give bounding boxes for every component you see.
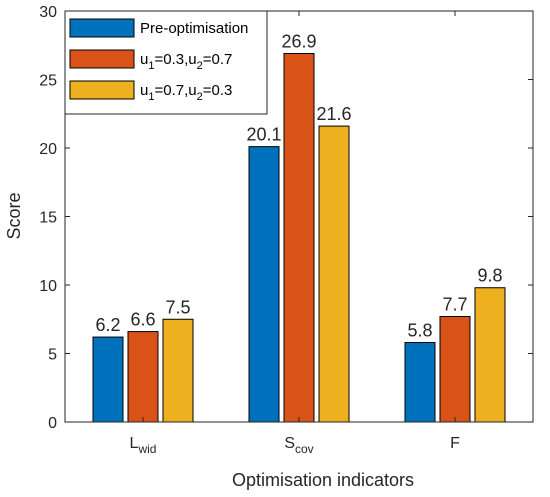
y-tick-label: 5 bbox=[48, 347, 57, 364]
bar bbox=[92, 336, 124, 423]
y-axis-ticks: 0 5 10 15 20 25 30 bbox=[39, 4, 533, 432]
bar-value-label: 21.6 bbox=[316, 104, 351, 124]
y-tick-label: 0 bbox=[48, 415, 57, 432]
bar bbox=[474, 287, 506, 423]
legend-swatch bbox=[69, 49, 135, 69]
bar-value-label: 6.2 bbox=[95, 315, 120, 335]
bar bbox=[318, 125, 350, 423]
bars-layer bbox=[92, 52, 506, 423]
bar bbox=[248, 146, 280, 423]
bar bbox=[162, 318, 194, 423]
y-axis-title: Score bbox=[4, 192, 24, 239]
legend: Pre-optimisation u1=0.3,u2=0.7 u1=0.7,u2=0… bbox=[64, 10, 268, 115]
legend-entry-label: u1=0.3,u2=0.7 bbox=[140, 51, 232, 72]
legend-swatch bbox=[69, 18, 135, 38]
x-axis-title: Optimisation indicators bbox=[232, 470, 414, 490]
legend-entry-label: Pre-optimisation bbox=[140, 20, 248, 37]
y-tick-label: 10 bbox=[39, 278, 57, 295]
bar-value-label: 6.6 bbox=[130, 310, 155, 330]
y-tick-label: 25 bbox=[39, 73, 57, 90]
bar-value-label: 7.5 bbox=[165, 297, 190, 317]
bar-value-label: 20.1 bbox=[246, 125, 281, 145]
x-axis-ticks: Lwid Scov F bbox=[130, 11, 460, 456]
x-tick-label: Lwid bbox=[130, 435, 157, 456]
bar-value-label: 7.7 bbox=[442, 295, 467, 315]
x-tick-label: Scov bbox=[284, 435, 313, 456]
y-tick-label: 15 bbox=[39, 210, 57, 227]
bar bbox=[283, 52, 315, 423]
bar bbox=[439, 316, 471, 423]
y-tick-label: 30 bbox=[39, 4, 57, 21]
bar-value-label: 26.9 bbox=[281, 31, 316, 51]
y-tick-label: 20 bbox=[39, 141, 57, 158]
bar-labels-layer: 6.2 6.6 7.5 20.1 26.9 21.6 5.8 7.7 9.8 bbox=[95, 31, 502, 340]
x-tick-label: F bbox=[450, 435, 460, 452]
legend-swatch bbox=[69, 80, 135, 100]
bar bbox=[404, 342, 436, 423]
bar-value-label: 9.8 bbox=[477, 266, 502, 286]
legend-entry-label: u1=0.7,u2=0.3 bbox=[140, 82, 232, 103]
bar-value-label: 5.8 bbox=[407, 321, 432, 341]
bar bbox=[127, 331, 159, 423]
